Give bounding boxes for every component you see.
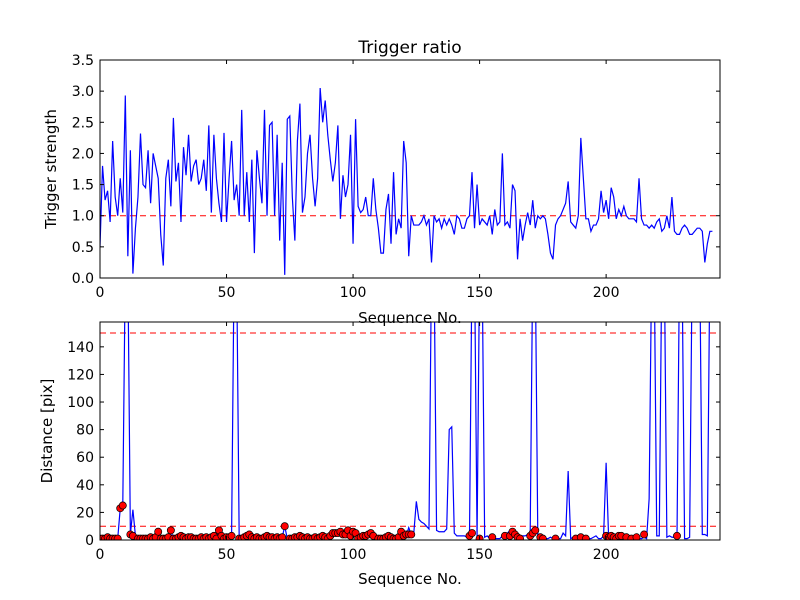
- x-tick-label: 200: [593, 547, 620, 563]
- y-tick-label: 2.5: [72, 115, 94, 131]
- distance-marker: [516, 534, 525, 540]
- distance-marker: [673, 531, 681, 540]
- y-tick-label: 20: [76, 505, 94, 521]
- y-axis-ticks: 0.0 0.5 1.0 1.5 2.0 2.5 3.0 3.5: [72, 53, 720, 287]
- y-axis-label: Trigger strength: [42, 109, 60, 230]
- y-tick-label: 80: [76, 423, 94, 439]
- y-tick-label: 140: [67, 340, 94, 356]
- distance-threshold-lines: [100, 332, 720, 527]
- distance-marker: [551, 534, 560, 540]
- distance-marker: [531, 526, 540, 535]
- y-tick-label: 40: [76, 478, 94, 494]
- x-axis-ticks-bottom: 0 50 100 150 200: [96, 322, 620, 563]
- x-tick-label: 200: [593, 285, 620, 301]
- y-tick-label: 3.5: [72, 53, 94, 69]
- distance-markers: [100, 501, 681, 540]
- x-tick-label: 100: [340, 547, 367, 563]
- distance-marker: [488, 533, 497, 540]
- distance-marker: [113, 534, 122, 540]
- y-tick-label: 100: [67, 395, 94, 411]
- x-axis-ticks: 0 50 100 150 200: [96, 60, 620, 301]
- y-tick-label: 3.0: [72, 84, 94, 100]
- trigger-ratio-chart: Trigger ratio 0 50 100 150 200 0.0 0.5 1.0 1.5 2…: [42, 38, 721, 327]
- y-tick-label: 120: [67, 367, 94, 383]
- x-tick-label: 0: [96, 547, 105, 563]
- distance-marker: [468, 529, 476, 538]
- x-tick-label: 50: [218, 285, 236, 301]
- y-tick-label: 60: [76, 450, 94, 466]
- distance-marker: [227, 531, 236, 540]
- distance-marker: [538, 534, 547, 540]
- distance-marker: [154, 527, 163, 536]
- y-tick-label: 0.5: [72, 240, 94, 256]
- x-tick-label: 50: [218, 547, 236, 563]
- trigger-strength-series-line: [100, 87, 713, 275]
- y-tick-label: 1.5: [72, 178, 94, 194]
- distance-marker: [118, 501, 127, 510]
- distance-chart: 0 50 100 150 200 0 20 40 60 80 100 120 140 Sequence…: [38, 321, 721, 588]
- plot-frame-bottom: [99, 321, 721, 541]
- distance-marker: [407, 530, 416, 539]
- y-tick-label: 1.0: [72, 209, 94, 225]
- y-axis-label-bottom: Distance [pix]: [38, 379, 56, 484]
- y-tick-label: 2.0: [72, 146, 94, 162]
- plot-frame: [99, 59, 721, 279]
- distance-marker: [632, 533, 641, 540]
- x-tick-label: 0: [96, 285, 105, 301]
- y-axis-ticks-bottom: 0 20 40 60 80 100 120 140: [67, 340, 720, 549]
- x-axis-label: Sequence No.: [358, 309, 462, 327]
- distance-marker: [640, 530, 649, 539]
- x-tick-label: 150: [466, 547, 493, 563]
- distance-marker: [278, 533, 287, 540]
- distance-marker: [581, 534, 590, 540]
- y-tick-label: 0.0: [72, 271, 94, 287]
- chart-title: Trigger ratio: [357, 38, 461, 58]
- y-tick-label: 0: [85, 533, 94, 549]
- distance-marker: [166, 526, 175, 535]
- x-axis-label-bottom: Sequence No.: [358, 570, 462, 588]
- x-tick-label: 150: [466, 285, 493, 301]
- distance-marker: [280, 522, 289, 531]
- x-tick-label: 100: [340, 285, 367, 301]
